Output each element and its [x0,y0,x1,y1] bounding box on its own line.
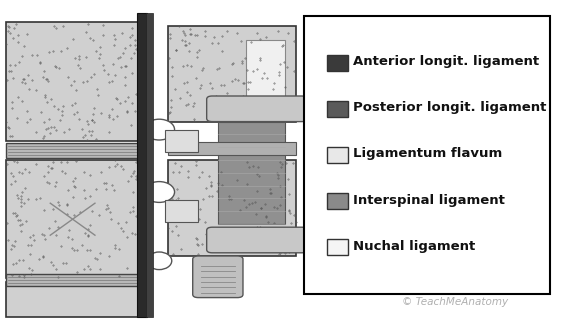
Bar [6,160,140,278]
Text: © TeachMeAnatomy: © TeachMeAnatomy [402,297,508,307]
Text: Posterior longit. ligament: Posterior longit. ligament [353,101,546,115]
Bar [165,200,198,222]
Bar [327,193,348,209]
Bar [146,13,153,317]
Bar [6,22,140,141]
FancyBboxPatch shape [192,256,243,298]
Bar [6,274,140,286]
Bar [137,13,147,317]
Bar [165,130,198,152]
Bar [6,143,140,158]
Text: Interspinal ligament: Interspinal ligament [353,194,505,207]
Bar [167,26,296,122]
Bar [6,282,140,317]
Ellipse shape [147,252,172,269]
Bar [327,55,348,71]
Bar [327,239,348,255]
FancyBboxPatch shape [207,227,307,253]
Bar [327,147,348,163]
Bar [246,40,285,98]
Ellipse shape [144,182,174,203]
Text: Anterior longit. ligament: Anterior longit. ligament [353,55,539,68]
Text: Ligamentum flavum: Ligamentum flavum [353,148,502,161]
FancyBboxPatch shape [207,96,307,122]
Bar [327,101,348,117]
Text: Nuchal ligament: Nuchal ligament [353,240,475,253]
Bar [167,142,296,155]
Bar [167,160,296,256]
Bar [304,16,550,294]
Bar [218,122,285,224]
Ellipse shape [144,119,174,140]
